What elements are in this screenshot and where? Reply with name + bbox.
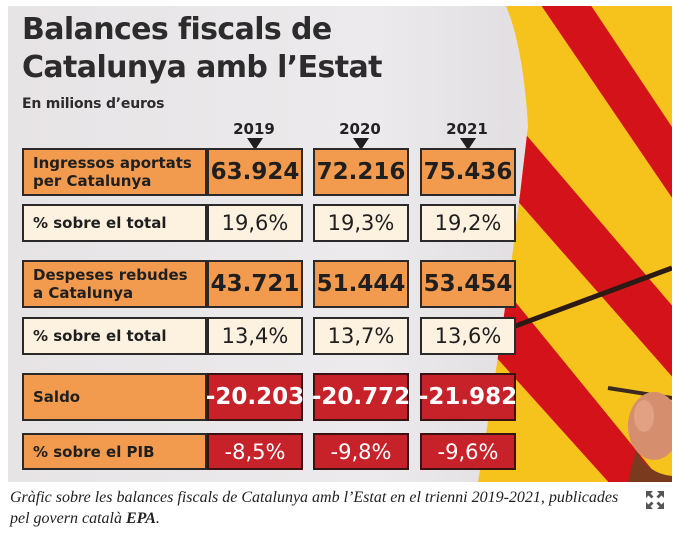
row-label: Ingressos aportats per Catalunya bbox=[22, 148, 207, 196]
row-label-line: per Catalunya bbox=[33, 172, 152, 190]
year-header-2019: 2019 bbox=[233, 120, 275, 138]
chart-subtitle: En milions d’euros bbox=[22, 96, 165, 112]
value-cell-2021: -21.982 bbox=[419, 373, 517, 421]
row-label-line: Despeses rebudes bbox=[33, 266, 188, 284]
row-label-line: Ingressos aportats bbox=[33, 154, 192, 172]
caption-source: EPA bbox=[125, 510, 156, 527]
value-cell-2019: 43.721 bbox=[207, 260, 303, 308]
value-cell-2020: -9,8% bbox=[313, 433, 409, 470]
value-cell-2020: 13,7% bbox=[313, 317, 409, 355]
year-header-2020: 2020 bbox=[339, 120, 381, 138]
row-label-line: % sobre el total bbox=[33, 214, 167, 232]
value-cell-2019: 13,4% bbox=[207, 317, 303, 355]
value-cell-2021: 53.454 bbox=[420, 260, 516, 308]
row-label: Saldo bbox=[22, 373, 207, 421]
catalan-flag-background bbox=[447, 6, 672, 482]
figure-caption: Gràfic sobre les balances fiscals de Cat… bbox=[10, 487, 625, 529]
value-cell-2020: 51.444 bbox=[313, 260, 409, 308]
row-label-line: Saldo bbox=[33, 388, 81, 406]
caption-end: . bbox=[155, 510, 160, 527]
down-arrow-icon bbox=[460, 138, 476, 150]
value-cell-2021: -9,6% bbox=[420, 433, 516, 470]
value-cell-2020: 19,3% bbox=[313, 204, 409, 242]
row-label-line: a Catalunya bbox=[33, 284, 134, 302]
row-label: % sobre el total bbox=[22, 317, 207, 355]
chart-title-line-2: Catalunya amb l’Estat bbox=[22, 50, 382, 85]
down-arrow-icon bbox=[353, 138, 369, 150]
row-label: % sobre el total bbox=[22, 204, 207, 242]
row-label-line: % sobre el PIB bbox=[33, 442, 155, 461]
value-cell-2020: -20.772 bbox=[312, 373, 410, 421]
value-cell-2021: 13,6% bbox=[420, 317, 516, 355]
year-header-2021: 2021 bbox=[446, 120, 488, 138]
chart-title-line-1: Balances fiscals de bbox=[22, 12, 332, 47]
value-cell-2021: 75.436 bbox=[420, 148, 516, 196]
value-cell-2019: 63.924 bbox=[207, 148, 303, 196]
expand-icon[interactable] bbox=[645, 490, 665, 510]
row-label: Despeses rebudes a Catalunya bbox=[22, 260, 207, 308]
value-cell-2020: 72.216 bbox=[313, 148, 409, 196]
chart-figure: Balances fiscals de Catalunya amb l’Esta… bbox=[8, 6, 672, 482]
value-cell-2021: 19,2% bbox=[420, 204, 516, 242]
row-label-line: % sobre el total bbox=[33, 327, 167, 345]
caption-text: Gràfic sobre les balances fiscals de Cat… bbox=[10, 489, 619, 527]
down-arrow-icon bbox=[247, 138, 263, 150]
row-label: % sobre el PIB bbox=[22, 433, 207, 470]
value-cell-2019: 19,6% bbox=[207, 204, 303, 242]
value-cell-2019: -8,5% bbox=[207, 433, 303, 470]
value-cell-2019: -20.203 bbox=[206, 373, 304, 421]
